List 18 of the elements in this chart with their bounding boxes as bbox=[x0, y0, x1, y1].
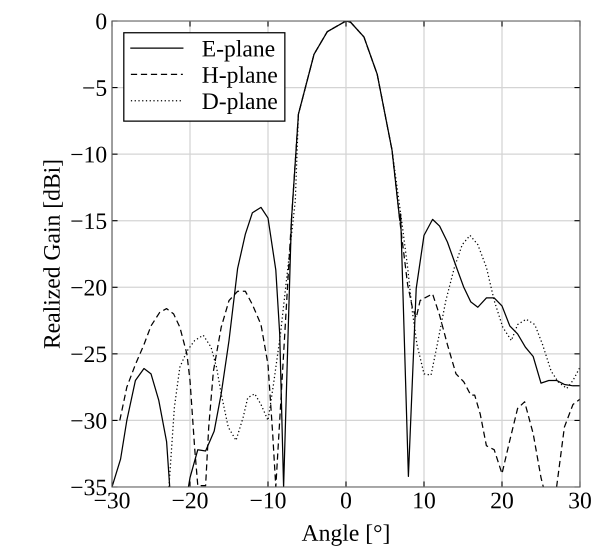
y-tick-label: −30 bbox=[71, 412, 106, 429]
y-tick-label: −15 bbox=[71, 213, 106, 230]
x-tick-label: 30 bbox=[569, 492, 591, 508]
x-tick-label: 0 bbox=[340, 492, 352, 508]
legend-label: E-plane bbox=[202, 40, 274, 62]
y-axis-title: Realized Gain [dBi] bbox=[43, 160, 63, 348]
x-tick-label: −20 bbox=[172, 492, 208, 508]
x-tick-label: 20 bbox=[491, 492, 513, 508]
legend-label: H-plane bbox=[202, 66, 277, 88]
x-axis-title: Angle [°] bbox=[302, 524, 389, 546]
x-tick-label: −10 bbox=[250, 492, 286, 508]
y-tick-label: −10 bbox=[71, 146, 106, 163]
y-tick-label: −5 bbox=[83, 80, 106, 96]
legend-label: D-plane bbox=[202, 92, 277, 114]
x-tick-label: 10 bbox=[414, 492, 435, 508]
y-tick-label: −20 bbox=[71, 280, 106, 296]
y-tick-label: −25 bbox=[71, 346, 106, 362]
y-tick-label: 0 bbox=[96, 13, 106, 30]
